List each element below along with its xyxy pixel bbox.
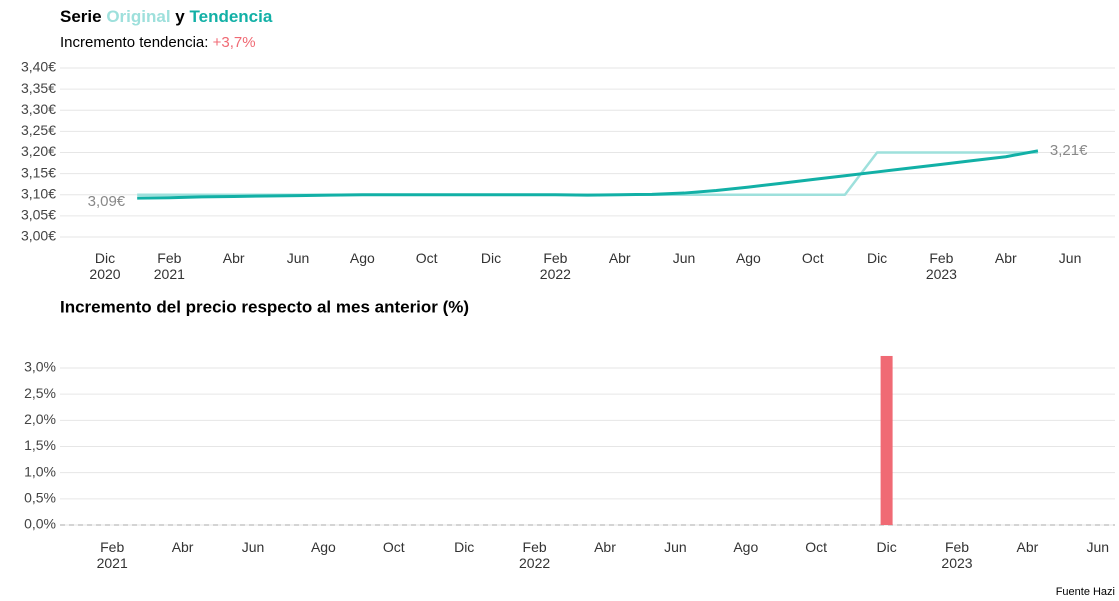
x-tick-label: Abr — [223, 250, 245, 266]
line-series — [137, 149, 1039, 200]
x-tick-label: Dic — [876, 539, 896, 555]
x-tick-label: Dic — [867, 250, 887, 266]
x-tick-label: Abr — [995, 250, 1017, 266]
x-tick-label: Jun — [242, 539, 265, 555]
title-part: y — [175, 7, 185, 26]
x-tick-label: Feb 2022 — [519, 539, 550, 571]
x-tick-label: Dic 2020 — [89, 250, 120, 282]
y-tick-label: 2,5% — [24, 385, 56, 401]
x-tick-label: Abr — [172, 539, 194, 555]
y-tick-label: 3,30€ — [21, 101, 56, 117]
y-tick-label: 1,0% — [24, 463, 56, 479]
y-tick-label: 0,0% — [24, 516, 56, 532]
y-tick-label: 3,20€ — [21, 143, 56, 159]
x-tick-label: Jun — [287, 250, 310, 266]
x-tick-label: Abr — [594, 539, 616, 555]
x-tick-label: Ago — [736, 250, 761, 266]
chart-title: Incremento del precio respecto al mes an… — [60, 297, 469, 316]
x-tick-label: Jun — [664, 539, 687, 555]
x-tick-label: Jun — [1087, 539, 1110, 555]
x-tick-label: Dic — [454, 539, 474, 555]
x-tick-label: Feb 2023 — [926, 250, 957, 282]
title-part: Original — [106, 7, 170, 26]
x-tick-label: Oct — [383, 539, 405, 555]
x-tick-label: Dic — [481, 250, 501, 266]
title-part: Serie — [60, 7, 102, 26]
y-tick-label: 3,25€ — [21, 122, 56, 138]
y-tick-label: 1,5% — [24, 437, 56, 453]
y-tick-label: 3,35€ — [21, 80, 56, 96]
y-tick-label: 3,00€ — [21, 228, 56, 244]
x-tick-label: Jun — [673, 250, 696, 266]
x-tick-label: Feb 2021 — [97, 539, 128, 571]
chart-title: Serie Original y Tendencia — [60, 7, 273, 26]
subtitle-text: Incremento tendencia: — [60, 34, 208, 51]
x-tick-label: Feb 2022 — [540, 250, 571, 282]
x-tick-label: Abr — [1017, 539, 1039, 555]
x-tick-label: Ago — [350, 250, 375, 266]
y-tick-label: 3,40€ — [21, 59, 56, 75]
x-tick-label: Feb 2023 — [941, 539, 972, 571]
bar — [880, 355, 893, 525]
y-tick-label: 3,10€ — [21, 185, 56, 201]
x-tick-label: Jun — [1059, 250, 1082, 266]
y-tick-label: 2,0% — [24, 411, 56, 427]
title-part: Tendencia — [190, 7, 273, 26]
y-tick-label: 0,5% — [24, 490, 56, 506]
footer: Fuente Hazi — [1056, 586, 1115, 598]
x-tick-label: Oct — [416, 250, 438, 266]
y-tick-label: 3,0% — [24, 359, 56, 375]
y-tick-label: 3,15€ — [21, 164, 56, 180]
x-tick-label: Ago — [311, 539, 336, 555]
y-tick-label: 3,05€ — [21, 207, 56, 223]
x-tick-label: Feb 2021 — [154, 250, 185, 282]
x-tick-label: Abr — [609, 250, 631, 266]
subtitle-value: +3,7% — [213, 34, 256, 51]
x-tick-label: Oct — [802, 250, 824, 266]
chart-subtitle: Incremento tendencia: +3,7% — [60, 34, 256, 51]
x-tick-label: Oct — [805, 539, 827, 555]
x-tick-label: Ago — [733, 539, 758, 555]
data-label: 3,09€ — [88, 193, 126, 210]
data-label: 3,21€ — [1050, 142, 1088, 159]
